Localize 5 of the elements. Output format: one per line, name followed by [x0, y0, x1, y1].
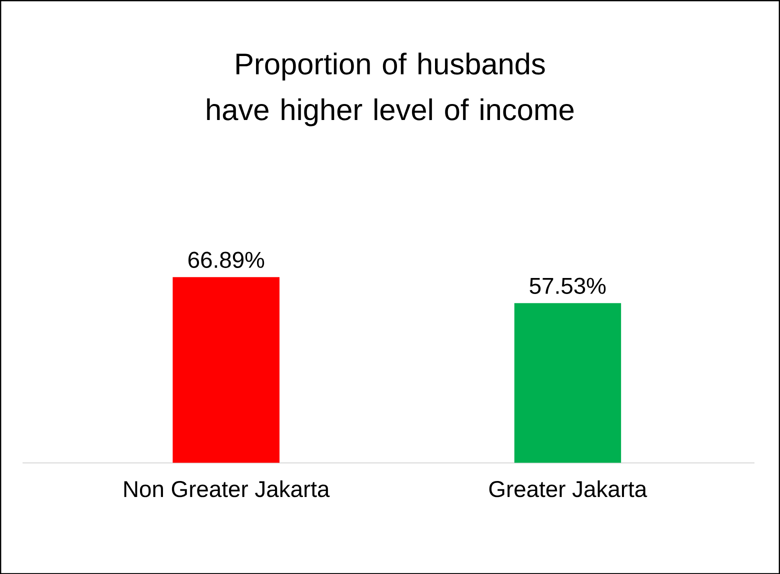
x-tick-label: Non Greater Jakarta [124, 480, 330, 498]
data-label: 57.53% [530, 278, 606, 294]
x-tick-label: Greater Jakarta [489, 480, 648, 498]
data-label: 66.89% [188, 252, 264, 268]
chart-title: Proportion of husbands have higher level of income [207, 52, 574, 126]
